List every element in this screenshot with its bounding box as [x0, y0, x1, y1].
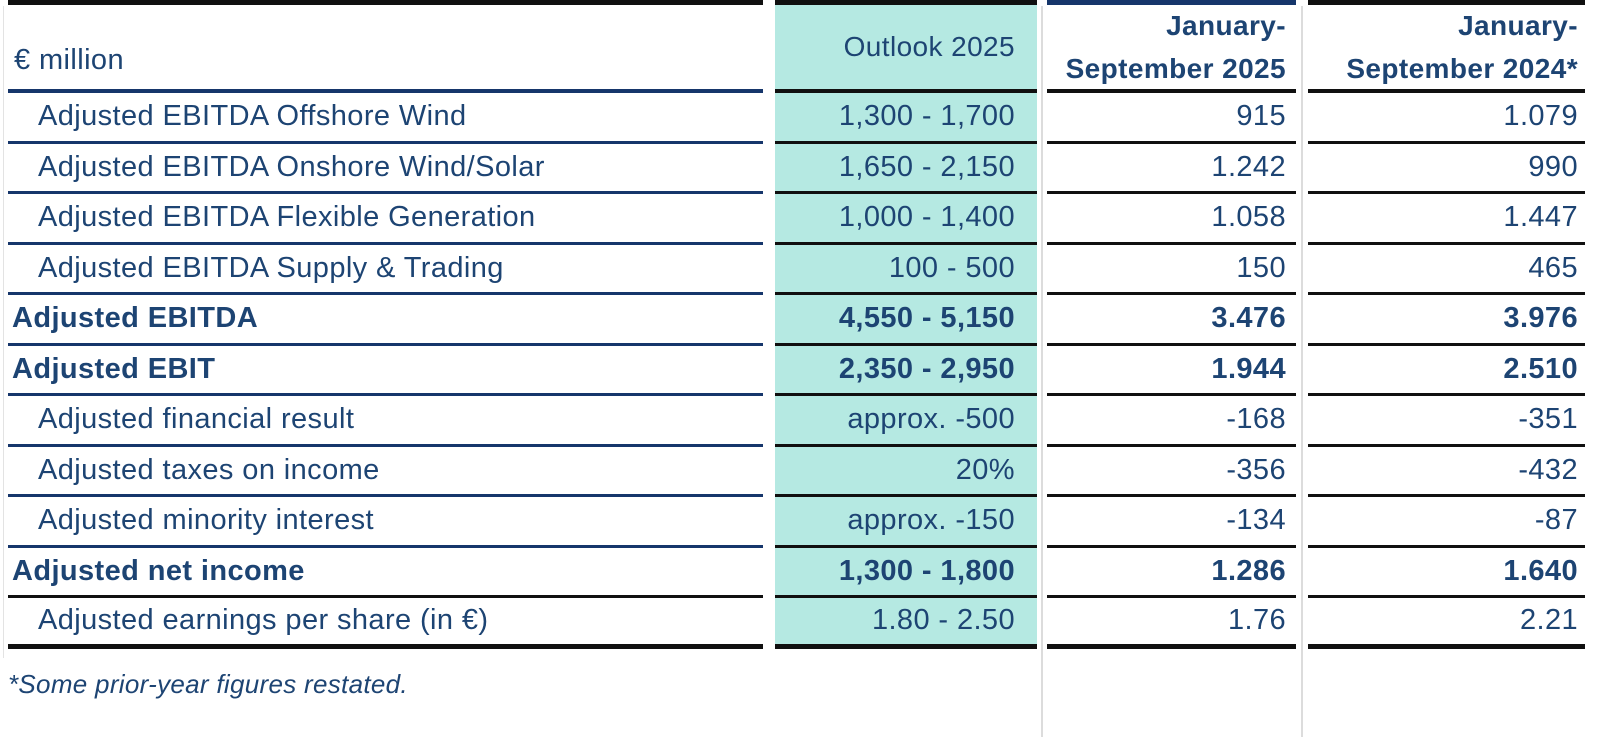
row-label: Adjusted taxes on income [8, 446, 763, 497]
header-line-2: September 2025 [1065, 53, 1286, 84]
jan-sep-2024-value: 2.510 [1308, 345, 1585, 396]
jan-sep-2024-value: 1.640 [1308, 547, 1585, 598]
jan-sep-2024-value: -351 [1308, 396, 1585, 447]
column-gap [1037, 548, 1047, 599]
column-gap [1037, 194, 1047, 245]
jan-sep-2024-value: 1.447 [1308, 194, 1585, 245]
column-gap [1296, 144, 1308, 195]
column-gap [763, 548, 775, 599]
jan-sep-2024-value: 465 [1308, 244, 1585, 295]
jan-sep-2025-value: 3.476 [1047, 295, 1296, 346]
column-gap [763, 447, 775, 498]
column-gap [1037, 598, 1047, 649]
jan-sep-2025-value: -168 [1047, 396, 1296, 447]
jan-sep-2025-value: 150 [1047, 244, 1296, 295]
row-label: Adjusted EBITDA Supply & Trading [8, 244, 763, 295]
jan-sep-2025-value: 1.286 [1047, 547, 1296, 598]
column-header-unit: € million [8, 0, 763, 93]
column-gap [763, 598, 775, 649]
jan-sep-2024-value: 990 [1308, 143, 1585, 194]
column-gap [1296, 598, 1308, 649]
column-gap [1037, 396, 1047, 447]
column-header-jan-sep-2025: January- September 2025 [1047, 0, 1296, 93]
jan-sep-2024-value: 1.079 [1308, 93, 1585, 144]
jan-sep-2024-value: 2.21 [1308, 598, 1585, 649]
column-gap [1037, 346, 1047, 397]
jan-sep-2025-value: 1.76 [1047, 598, 1296, 649]
outlook-value: 1,000 - 1,400 [775, 194, 1037, 245]
column-gap [763, 0, 775, 93]
column-gap [1037, 245, 1047, 296]
outlook-value: 1.80 - 2.50 [775, 598, 1037, 649]
column-gap [1296, 447, 1308, 498]
jan-sep-2024-value: -432 [1308, 446, 1585, 497]
row-label: Adjusted EBITDA Onshore Wind/Solar [8, 143, 763, 194]
jan-sep-2024-value: 3.976 [1308, 295, 1585, 346]
table-left-gridline [3, 6, 4, 658]
column-gap [1037, 144, 1047, 195]
column-gap [1296, 548, 1308, 599]
outlook-value: approx. -150 [775, 497, 1037, 548]
column-gap [763, 245, 775, 296]
unit-label: € million [14, 44, 124, 76]
outlook-value: 2,350 - 2,950 [775, 345, 1037, 396]
column-gap [1296, 295, 1308, 346]
column-gap [763, 194, 775, 245]
row-label: Adjusted net income [8, 547, 763, 598]
column-gap [763, 396, 775, 447]
column-gap [1037, 0, 1047, 93]
column-gap [763, 295, 775, 346]
outlook-value: 1,300 - 1,700 [775, 93, 1037, 144]
column-gap [1296, 497, 1308, 548]
jan-sep-2025-value: 1.058 [1047, 194, 1296, 245]
column-gap [763, 93, 775, 144]
header-line-1: January- [1458, 9, 1578, 41]
header-line-1: January- [1166, 9, 1286, 41]
outlook-value: 1,650 - 2,150 [775, 143, 1037, 194]
column-gap [1037, 447, 1047, 498]
jan-sep-2025-value: 1.944 [1047, 345, 1296, 396]
column-gridline [1301, 6, 1303, 737]
column-gap [1037, 93, 1047, 144]
column-gap [763, 144, 775, 195]
column-gap [1296, 93, 1308, 144]
column-gap [1296, 194, 1308, 245]
row-label: Adjusted EBITDA Flexible Generation [8, 194, 763, 245]
row-label: Adjusted EBITDA [8, 295, 763, 346]
row-label: Adjusted EBIT [8, 345, 763, 396]
row-label: Adjusted earnings per share (in €) [8, 598, 763, 649]
jan-sep-2025-value: -356 [1047, 446, 1296, 497]
footnote: *Some prior-year figures restated. [8, 668, 408, 699]
column-gap [1296, 396, 1308, 447]
jan-sep-2025-value: -134 [1047, 497, 1296, 548]
column-gap [1296, 245, 1308, 296]
column-header-outlook-2025: Outlook 2025 [775, 0, 1037, 93]
header-line-2: September 2024* [1346, 53, 1578, 84]
jan-sep-2025-value: 1.242 [1047, 143, 1296, 194]
jan-sep-2025-value: 915 [1047, 93, 1296, 144]
outlook-value: 100 - 500 [775, 244, 1037, 295]
column-gridline [1041, 6, 1043, 737]
outlook-header-label: Outlook 2025 [843, 31, 1015, 62]
column-gap [1037, 295, 1047, 346]
row-label: Adjusted financial result [8, 396, 763, 447]
outlook-value: approx. -500 [775, 396, 1037, 447]
column-gap [1296, 346, 1308, 397]
column-gap [1296, 0, 1308, 93]
outlook-value: 20% [775, 446, 1037, 497]
row-label: Adjusted EBITDA Offshore Wind [8, 93, 763, 144]
column-header-jan-sep-2024: January- September 2024* [1308, 0, 1585, 93]
jan-sep-2024-value: -87 [1308, 497, 1585, 548]
row-label: Adjusted minority interest [8, 497, 763, 548]
column-gap [763, 346, 775, 397]
outlook-value: 4,550 - 5,150 [775, 295, 1037, 346]
financial-table: € million Outlook 2025 January- Septembe… [8, 0, 1585, 649]
outlook-value: 1,300 - 1,800 [775, 547, 1037, 598]
column-gap [763, 497, 775, 548]
column-gap [1037, 497, 1047, 548]
